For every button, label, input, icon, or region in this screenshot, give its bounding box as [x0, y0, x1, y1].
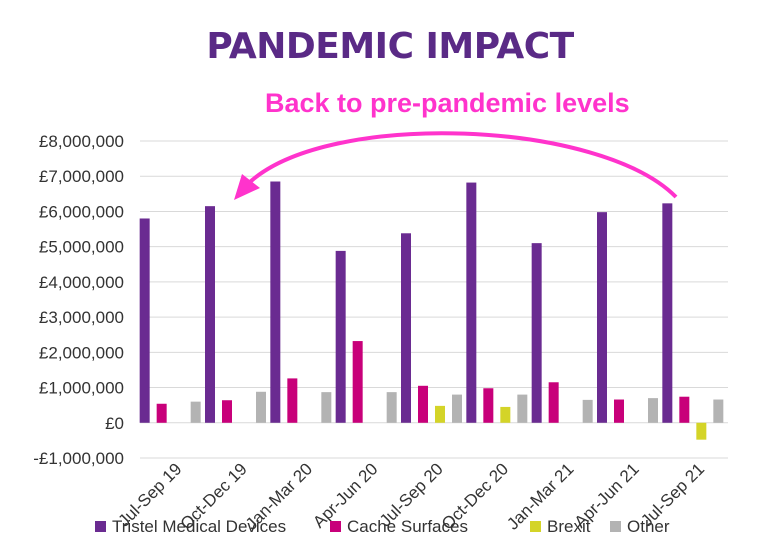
y-tick-label: £4,000,000 — [39, 273, 124, 292]
bar-cache-surfaces — [352, 341, 363, 423]
arrow-curve — [248, 131, 678, 199]
y-tick-label: £1,000,000 — [39, 379, 124, 398]
bar-tristel-medical-devices — [270, 181, 281, 423]
bar-cache-surfaces — [156, 403, 167, 423]
bar-tristel-medical-devices — [139, 218, 150, 423]
bar-tristel-medical-devices — [662, 203, 673, 423]
bar-tristel-medical-devices — [205, 206, 215, 423]
bar-cache-surfaces — [679, 396, 690, 423]
y-tick-label: £6,000,000 — [39, 202, 124, 221]
legend-swatch — [530, 521, 541, 532]
legend-swatch — [330, 521, 341, 532]
legend-label: Other — [627, 517, 670, 536]
legend-swatch — [610, 521, 621, 532]
bar-tristel-medical-devices — [401, 233, 411, 423]
bar-tristel-medical-devices — [531, 243, 542, 423]
annotation-arrow — [234, 131, 678, 200]
bar-other — [321, 392, 332, 423]
annotation-label: Back to pre-pandemic levels — [265, 88, 630, 118]
y-tick-label: £2,000,000 — [39, 343, 124, 362]
legend-label: Tristel Medical Devices — [112, 517, 286, 536]
y-tick-label: -£1,000,000 — [33, 449, 124, 468]
bar-brexit — [435, 405, 445, 423]
bar-cache-surfaces — [614, 399, 624, 423]
bar-brexit — [500, 406, 511, 423]
bar-other — [452, 394, 462, 423]
bar-cache-surfaces — [418, 385, 428, 423]
gridlines — [140, 140, 728, 459]
bar-other — [582, 399, 593, 423]
chart-title: PANDEMIC IMPACT — [206, 26, 574, 67]
y-tick-label: £0 — [105, 414, 124, 433]
legend-label: Brexit — [547, 517, 591, 536]
bar-cache-surfaces — [548, 382, 559, 423]
bar-cache-surfaces — [287, 378, 298, 423]
legend-label: Cache Surfaces — [347, 517, 468, 536]
y-tick-label: £8,000,000 — [39, 132, 124, 151]
bars — [139, 181, 724, 440]
legend: Tristel Medical Devices Cache Surfaces Bre… — [95, 517, 670, 536]
bar-tristel-medical-devices — [466, 182, 477, 423]
bar-brexit — [696, 422, 707, 440]
bar-tristel-medical-devices — [335, 250, 346, 423]
bar-cache-surfaces — [222, 400, 232, 423]
y-tick-label: £5,000,000 — [39, 238, 124, 257]
bar-other — [648, 398, 658, 423]
bar-other — [386, 392, 397, 423]
bar-tristel-medical-devices — [597, 212, 607, 423]
bar-other — [517, 394, 528, 423]
legend-swatch — [95, 521, 106, 532]
bar-other — [190, 401, 201, 423]
bar-other — [713, 399, 724, 423]
y-tick-label: £7,000,000 — [39, 167, 124, 186]
y-axis-ticks: -£1,000,000 £0 £1,000,000 £2,000,000 £3,000,… — [33, 132, 124, 468]
bar-cache-surfaces — [483, 388, 494, 423]
y-tick-label: £3,000,000 — [39, 308, 124, 327]
arrow-head — [234, 174, 260, 200]
bar-other — [256, 391, 266, 423]
